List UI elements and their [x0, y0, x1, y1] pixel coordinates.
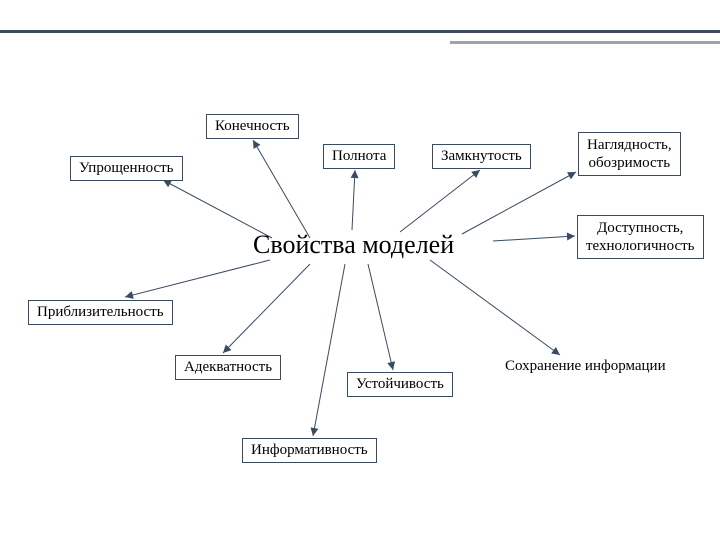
header-line-dark — [0, 30, 720, 33]
node-dostupnost: Доступность,технологичность — [577, 215, 704, 259]
node-label: Устойчивость — [356, 376, 444, 392]
arrow-konechnost — [253, 140, 310, 238]
node-polnota: Полнота — [323, 144, 395, 169]
node-zamknutost: Замкнутость — [432, 144, 531, 169]
arrow-priblizitelnost — [125, 260, 270, 299]
node-priblizitelnost: Приблизительность — [28, 300, 173, 325]
node-label: Полнота — [332, 148, 386, 164]
node-naglyadnost: Наглядность,обозримость — [578, 132, 681, 176]
arrow-ustoychivost — [368, 264, 395, 370]
node-konechnost: Конечность — [206, 114, 299, 139]
node-label-line: Доступность, — [586, 219, 695, 237]
label-sohranenie: Сохранение информации — [505, 358, 666, 375]
node-label: Адекватность — [184, 359, 272, 375]
node-label: Замкнутость — [441, 148, 522, 164]
node-label: Упрощенность — [79, 160, 174, 176]
arrow-polnota — [351, 170, 359, 230]
node-label-line: обозримость — [587, 154, 672, 172]
node-label: Приблизительность — [37, 304, 164, 320]
node-informativnost: Информативность — [242, 438, 377, 463]
arrow-sohranenie — [430, 260, 560, 355]
arrow-zamknutost — [400, 170, 480, 232]
node-label-line: технологичность — [586, 237, 695, 255]
header-line-light — [450, 41, 720, 44]
arrow-dostupnost — [493, 232, 575, 241]
node-ustoychivost: Устойчивость — [347, 372, 453, 397]
center-title: Свойства моделей — [253, 230, 454, 260]
node-uproshennost: Упрощенность — [70, 156, 183, 181]
arrow-informativnost — [311, 264, 345, 436]
node-label-line: Наглядность, — [587, 136, 672, 154]
arrow-adekvatnost — [223, 264, 310, 353]
node-adekvatnost: Адекватность — [175, 355, 281, 380]
node-label: Информативность — [251, 442, 368, 458]
node-label: Конечность — [215, 118, 290, 134]
arrow-naglyadnost — [462, 172, 576, 234]
